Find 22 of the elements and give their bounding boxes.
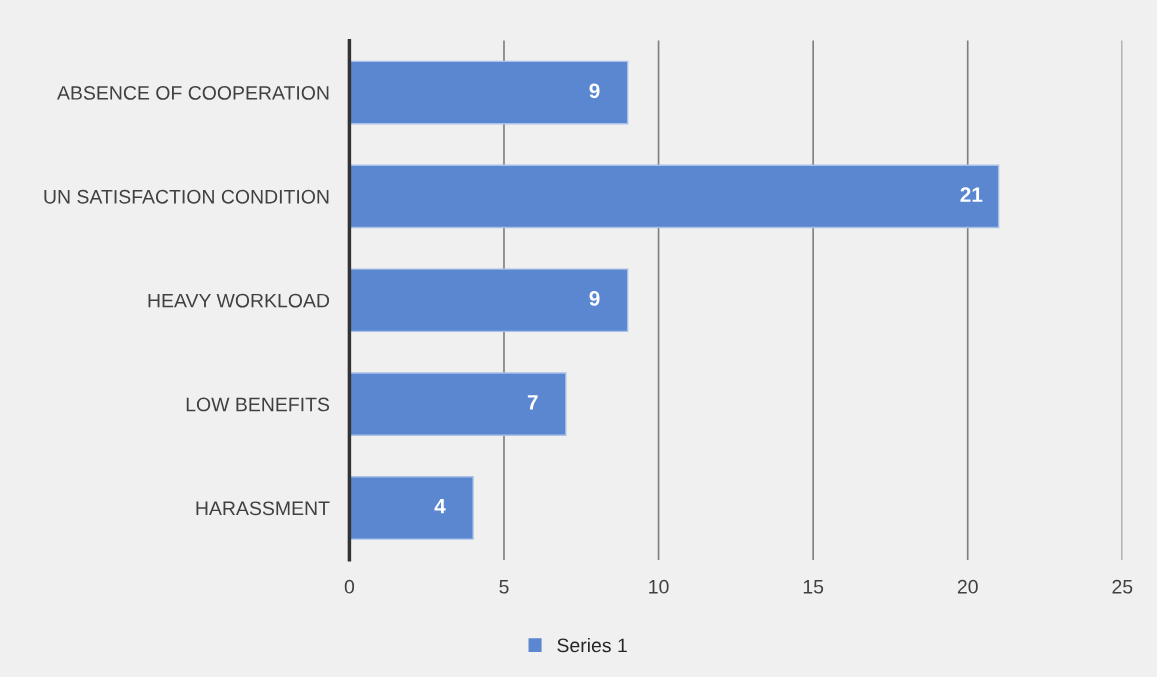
x-tick-label: 5	[499, 580, 509, 594]
bar	[349, 268, 629, 333]
bar	[349, 372, 567, 436]
x-tick-label: 20	[957, 579, 978, 594]
data-label: 7	[527, 395, 538, 410]
bar	[349, 164, 1000, 229]
data-label: 9	[589, 291, 600, 306]
data-label: 9	[589, 83, 600, 99]
data-label: 21	[960, 187, 983, 202]
x-tick-label: 15	[803, 580, 824, 594]
y-tick-label: UN SATISFACTION CONDITION	[44, 189, 329, 204]
bar	[349, 476, 474, 540]
x-tick-label: 0	[344, 579, 355, 594]
legend-label: Series 1	[557, 637, 627, 653]
x-tick-label: 25	[1112, 579, 1133, 594]
y-tick-label: LOW BENEFITS	[186, 397, 330, 412]
y-tick-label: HEAVY WORKLOAD	[148, 293, 330, 308]
x-tick-label: 10	[649, 579, 669, 594]
bar	[349, 60, 629, 125]
data-label: 4	[434, 499, 446, 514]
y-tick-label: ABSENCE OF COOPERATION	[57, 86, 329, 100]
y-tick-label: HARASSMENT	[196, 501, 330, 516]
